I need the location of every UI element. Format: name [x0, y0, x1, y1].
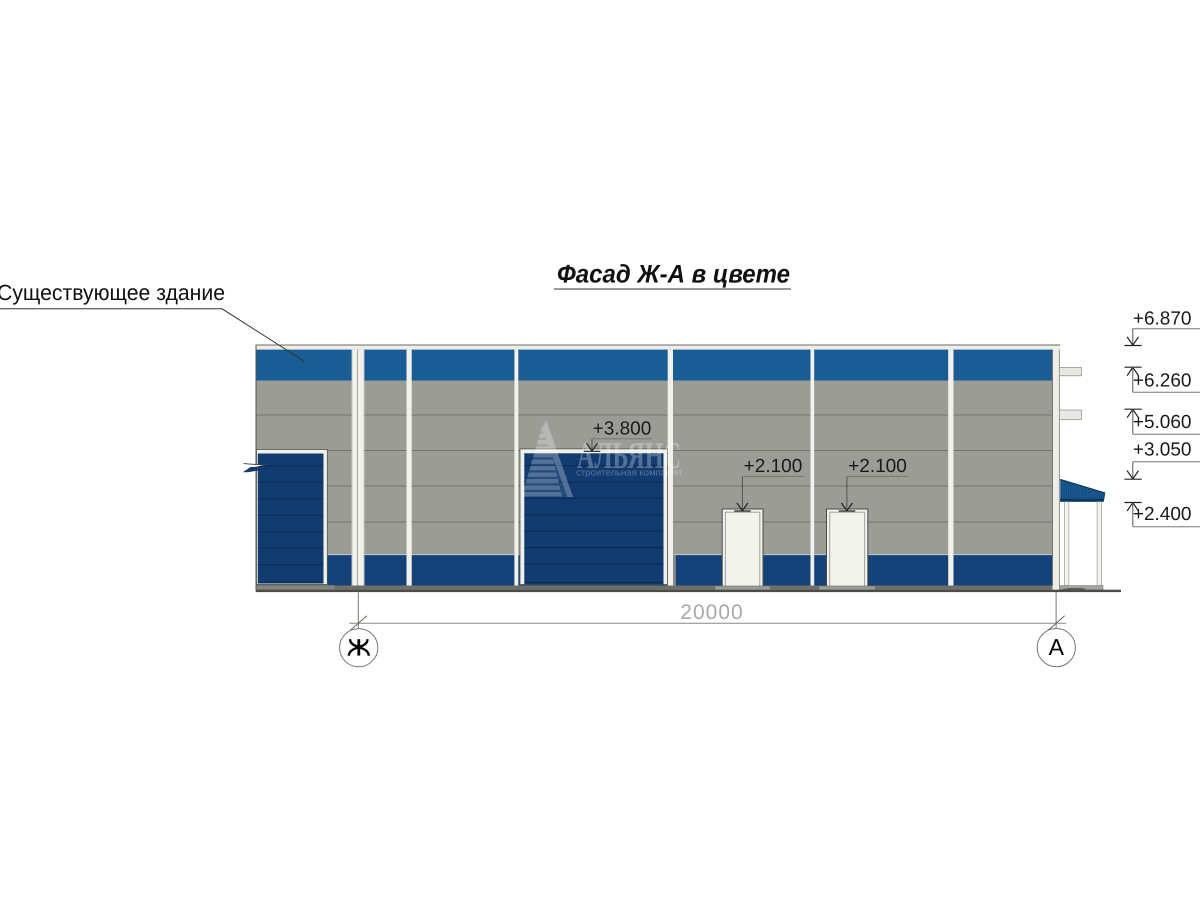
svg-text:АЛЬЯНС: АЛЬЯНС: [577, 435, 681, 477]
svg-text:+6.870: +6.870: [1133, 309, 1192, 330]
svg-text:А: А: [1049, 634, 1065, 660]
svg-text:Фасад Ж-А в цвете: Фасад Ж-А в цвете: [557, 261, 790, 289]
svg-text:Существующее здание: Существующее здание: [0, 280, 225, 305]
svg-text:строительная компания: строительная компания: [576, 468, 682, 479]
svg-text:+3.800: +3.800: [593, 418, 652, 439]
svg-text:+2.100: +2.100: [744, 456, 803, 477]
svg-text:+5.060: +5.060: [1133, 412, 1192, 433]
svg-text:+2.400: +2.400: [1133, 504, 1192, 525]
svg-text:+2.100: +2.100: [848, 456, 907, 477]
svg-text:+6.260: +6.260: [1133, 371, 1192, 392]
svg-text:+3.050: +3.050: [1133, 440, 1192, 461]
svg-text:20000: 20000: [680, 601, 743, 624]
